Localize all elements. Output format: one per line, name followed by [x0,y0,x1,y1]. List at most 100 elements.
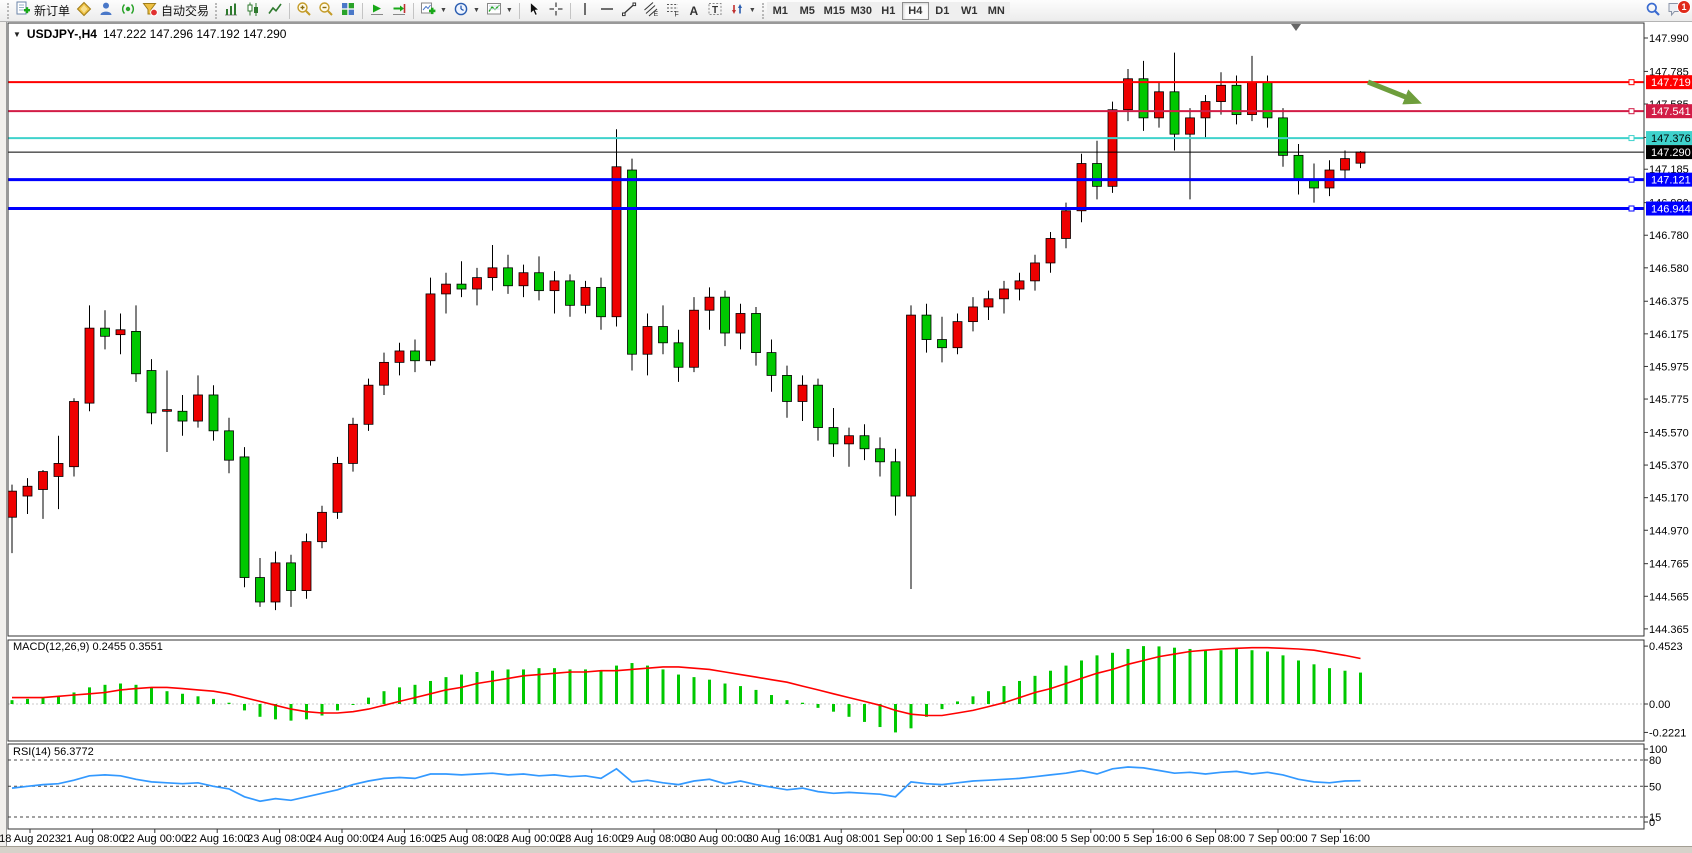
macd-histogram-bar [847,704,851,717]
chart-menu-triangle-icon[interactable]: ▼ [13,29,21,39]
trendline-tool-button[interactable] [618,1,640,21]
symbol-period-label: USDJPY-,H4 [26,27,97,41]
price-tag-147.121 [1646,172,1692,187]
macd-histogram-bar [41,697,45,704]
timeframe-D1[interactable]: D1 [928,1,956,20]
timeframe-M5[interactable]: M5 [793,1,821,20]
bull-candle [1216,84,1226,102]
bull-candle [1247,81,1257,116]
timeframe-M15[interactable]: M15 [820,1,848,20]
chat-button[interactable]: 1 [1664,0,1691,21]
search-button[interactable] [1642,1,1664,21]
macd-histogram-bar [677,674,680,704]
navigator-button[interactable] [95,1,117,21]
periods-button[interactable]: ▼ [450,1,483,21]
text-tool-button[interactable]: A [684,1,704,21]
indicators-button[interactable]: ▼ [417,1,450,21]
auto-scroll-button[interactable] [366,1,388,21]
hline-handle[interactable] [1628,176,1635,183]
signals-button[interactable] [117,1,139,21]
bull-candle [472,277,482,290]
svg-text:F: F [674,12,678,18]
templates-button[interactable]: ▼ [483,1,516,21]
horizontal-line-tool-button[interactable] [596,1,618,21]
cursor-tool-button[interactable] [523,1,545,21]
macd-histogram-bar [227,702,231,704]
timeframe-H1[interactable]: H1 [874,1,902,20]
macd-histogram-bar [537,668,541,704]
macd-histogram-bar [1002,686,1006,704]
chart-shift-button[interactable] [388,1,410,21]
bull-candle [689,309,699,368]
bull-candle [1076,163,1087,212]
bear-candle [410,350,420,362]
new-order-button[interactable]: 新订单 [12,1,73,21]
price-axis[interactable]: 147.990147.785147.585147.380147.185146.9… [1644,33,1692,636]
bull-candle [38,471,48,490]
channel-tool-button[interactable]: E [640,1,662,21]
macd-pane[interactable]: 0.4523 0.00 -0.2221 [8,641,1686,739]
zoom-out-button[interactable] [315,1,337,21]
rsi-scale-label: 80 [1649,755,1661,767]
price-tag-147.376 [1646,131,1692,146]
macd-histogram-bar [336,704,339,711]
bear-candle [565,280,575,306]
zoom-out-icon [318,1,334,20]
fibonacci-tool-button[interactable]: F [662,1,684,21]
timeframe-W1[interactable]: W1 [955,1,983,20]
bull-candle [704,296,715,311]
macd-histogram-bar [630,663,634,704]
candlestick-button[interactable] [242,1,264,21]
macd-histogram-bar [1157,646,1161,704]
macd-histogram-bar [816,704,820,708]
bull-candle [379,361,389,386]
macd-histogram-bar [599,670,603,704]
chart-shift-marker[interactable] [1291,24,1301,31]
timeframe-M30[interactable]: M30 [847,1,875,20]
hline-handle[interactable] [1628,205,1635,212]
timeframe-H4[interactable]: H4 [901,1,929,20]
macd-histogram-bar [1219,650,1223,704]
hline-handle[interactable] [1628,79,1635,86]
rsi-indicator-label: RSI(14) 56.3772 [13,746,94,758]
bull-candle [518,272,529,287]
crosshair-tool-button[interactable] [545,1,567,21]
macd-histogram-bar [522,669,525,704]
hline-handle[interactable] [1628,108,1635,115]
rsi-scale-label: 0 [1649,817,1655,829]
text-label-tool-button[interactable]: T [704,1,726,21]
price-tick-label: 144.765 [1649,559,1689,571]
tile-windows-button[interactable] [337,1,359,21]
macd-histogram-bar [1126,648,1130,704]
main-pane-background[interactable] [8,23,1644,636]
bear-candle [720,296,730,334]
time-tick-label: 1 Sep 00:00 [874,833,933,845]
macd-pane-background[interactable] [8,640,1644,741]
bear-candle [859,435,870,450]
autotrading-button[interactable]: 自动交易 [139,1,212,21]
bear-candle [813,384,823,428]
vertical-line-tool-button[interactable] [574,1,596,21]
arrows-tool-button[interactable]: ▼ [726,1,759,21]
zoom-in-button[interactable] [293,1,315,21]
trendline-icon [621,1,637,20]
bull-candle [1185,117,1195,135]
bull-candle [441,283,451,295]
zoom-in-icon [296,1,312,20]
trend-arrow-annotation[interactable] [1367,79,1422,105]
timeframe-MN[interactable]: MN [982,1,1010,20]
profile-button[interactable] [73,1,95,21]
bear-candle [658,326,668,344]
macd-histogram-bar [491,670,494,704]
hline-handle[interactable] [1628,135,1635,142]
macd-histogram-bar [351,704,355,705]
macd-histogram-bar [243,704,246,711]
macd-histogram-bar [103,684,107,704]
bar-chart-button[interactable] [220,1,242,21]
timeframe-M1[interactable]: M1 [766,1,794,20]
bear-candle [1231,84,1242,116]
line-chart-button[interactable] [264,1,286,21]
